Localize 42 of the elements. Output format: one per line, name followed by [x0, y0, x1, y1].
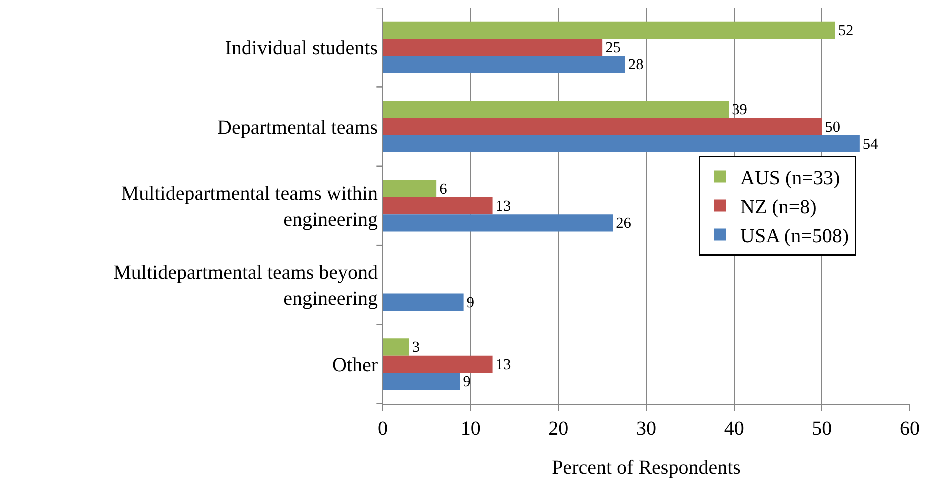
legend-label: NZ (n=8) [740, 196, 817, 219]
bar [383, 22, 836, 40]
bar [383, 101, 730, 118]
bar [383, 372, 460, 390]
x-tick-label: 20 [548, 418, 569, 440]
legend-label: USA (n=508) [740, 226, 850, 248]
data-label: 39 [732, 102, 748, 119]
bar [383, 118, 822, 136]
data-label: 6 [440, 180, 448, 198]
data-label: 3 [412, 339, 420, 356]
y-tick-label: Individual students [225, 38, 378, 60]
bar [383, 135, 860, 153]
data-label: 52 [838, 22, 854, 40]
data-label: 9 [463, 374, 472, 391]
y-tick-label: Multidepartmental teams beyond engineering [114, 262, 378, 310]
bar [383, 356, 493, 373]
y-tick-label: Other [332, 354, 378, 376]
x-tick-label: 0 [378, 418, 388, 440]
data-label: 25 [606, 40, 622, 57]
data-label: 13 [496, 356, 512, 374]
bar [383, 294, 464, 311]
data-label: 50 [825, 118, 841, 136]
x-tick-label: 60 [900, 418, 920, 440]
x-tick-label: 50 [812, 418, 832, 440]
x-tick-label: 40 [724, 418, 744, 440]
bar [383, 338, 410, 356]
bar [383, 180, 437, 198]
x-tick-label: 30 [636, 418, 656, 440]
data-label: 26 [616, 215, 632, 232]
y-tick-label: Departmental teams [218, 116, 378, 139]
legend-label: AUS (n=33) [740, 168, 840, 190]
data-label: 13 [496, 198, 512, 215]
bar [383, 197, 493, 215]
x-axis-title: Percent of Respondents [552, 457, 742, 479]
data-label: 54 [862, 136, 879, 153]
data-label: 9 [466, 294, 475, 312]
y-tick-label: Multidepartmental teams within engineering [121, 183, 378, 231]
bar [383, 214, 614, 232]
bar [383, 56, 626, 74]
bar [383, 39, 603, 56]
x-tick-label: 10 [460, 418, 481, 440]
data-label: 28 [628, 56, 644, 74]
